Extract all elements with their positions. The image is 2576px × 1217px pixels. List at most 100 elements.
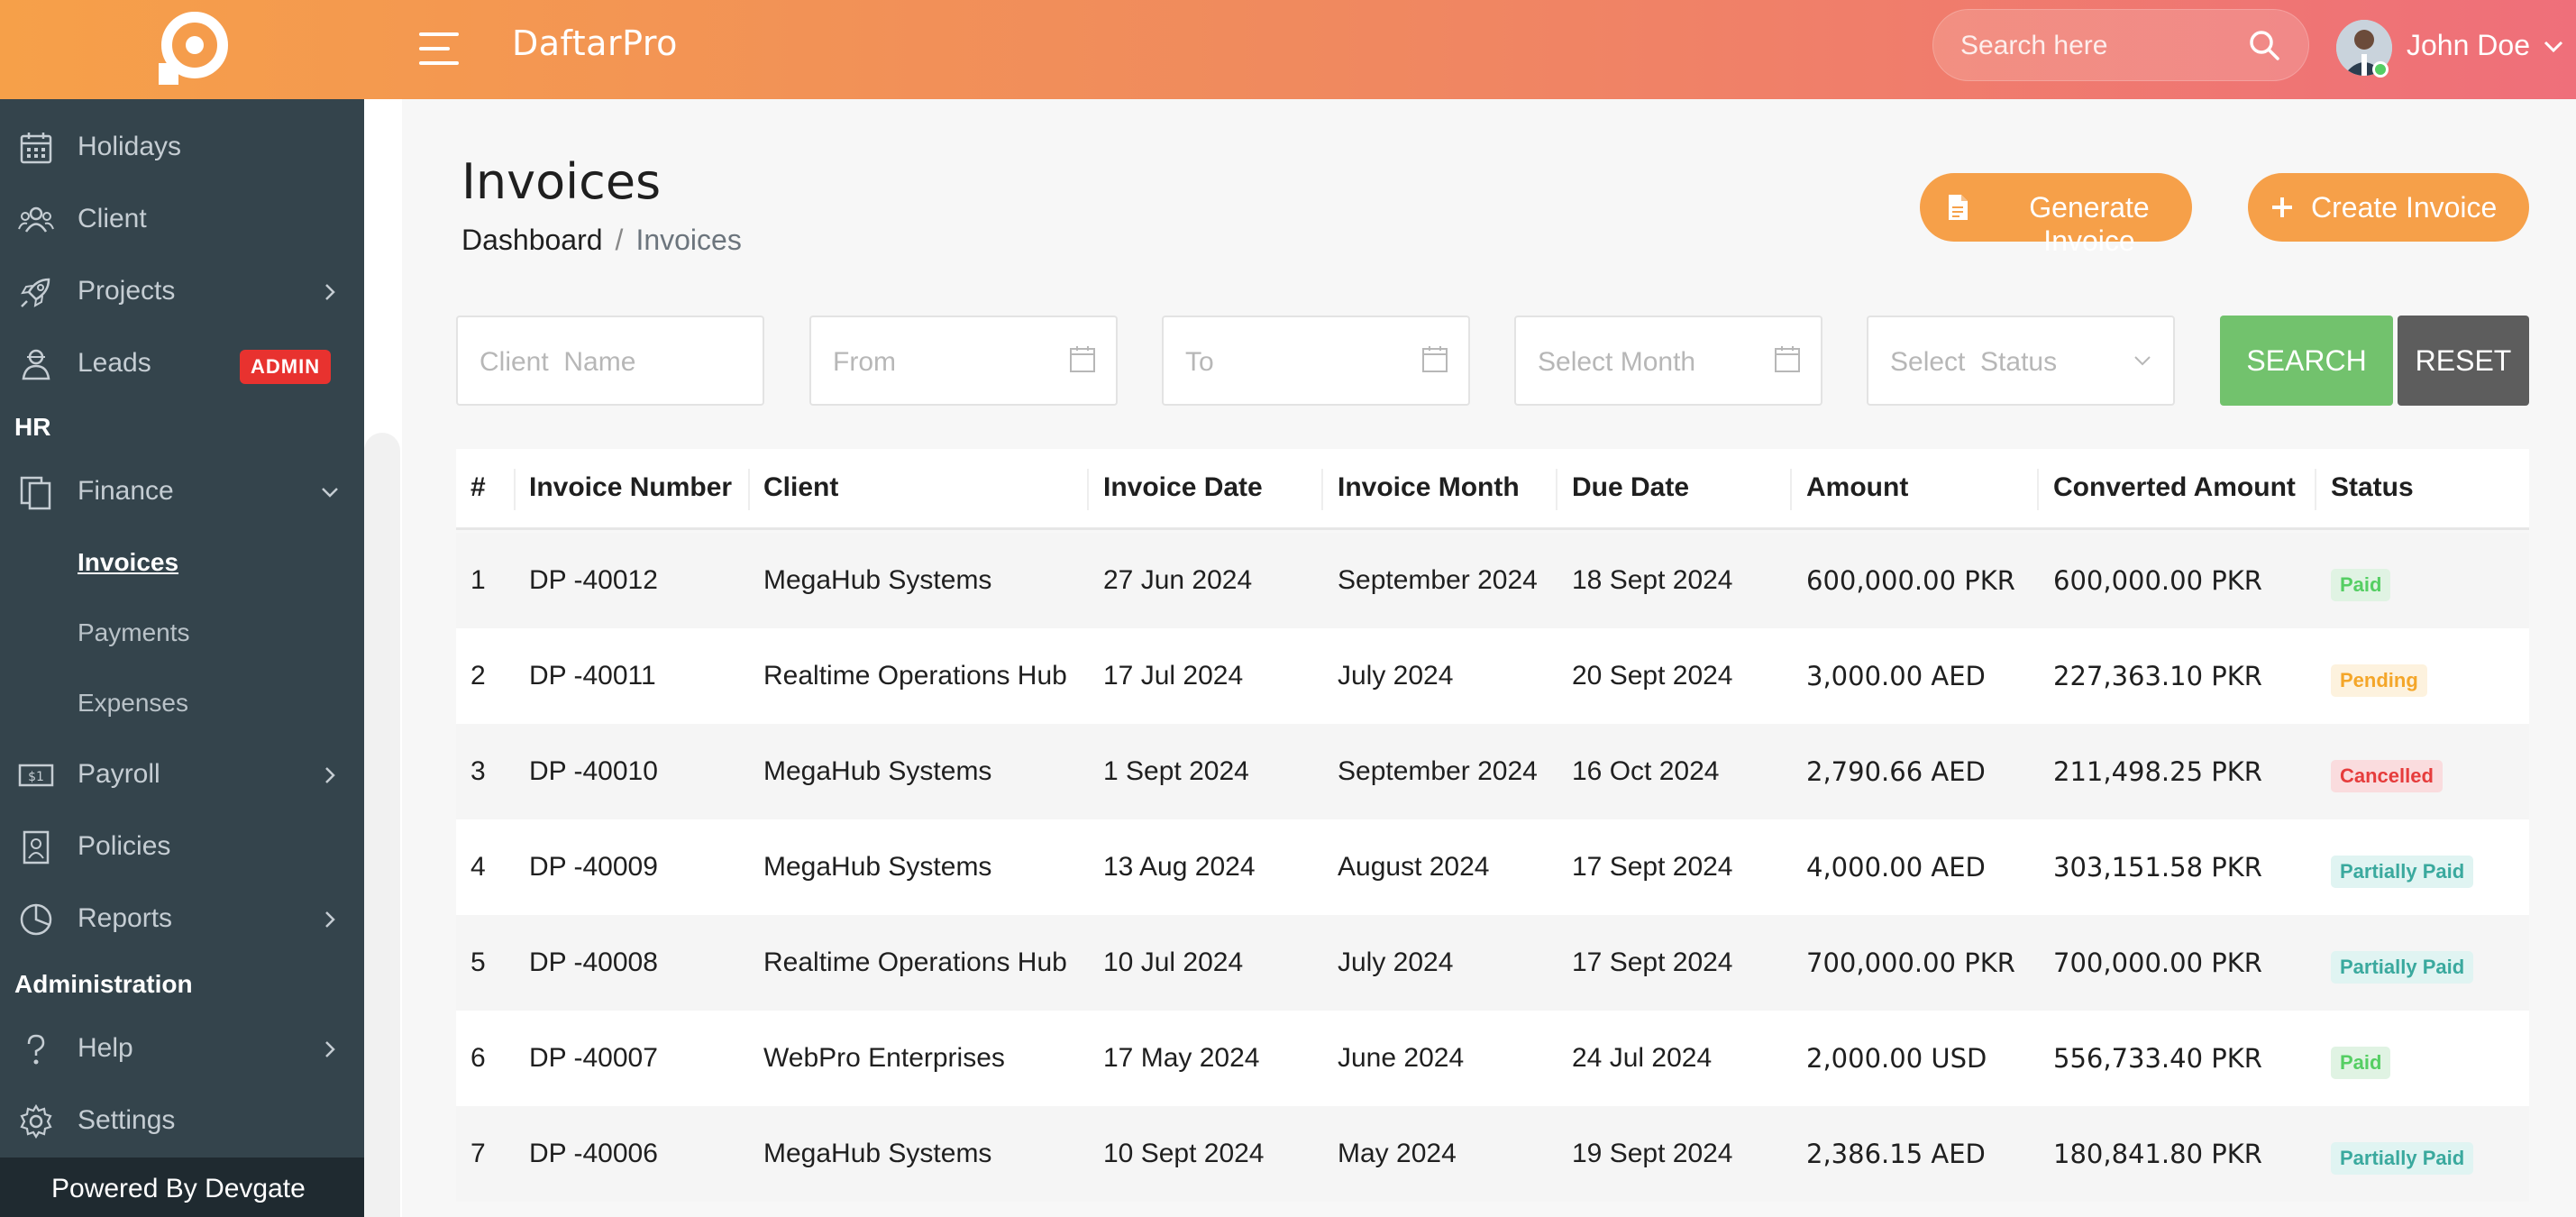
invoice-month: June 2024 bbox=[1338, 1043, 1465, 1073]
table-row[interactable]: 2 DP -40011 Realtime Operations Hub 17 J… bbox=[456, 628, 2529, 724]
chevron-down-icon[interactable] bbox=[2542, 34, 2565, 58]
status-badge[interactable]: Cancelled bbox=[2331, 760, 2443, 792]
calendar-icon[interactable] bbox=[1069, 344, 1096, 373]
invoice-month: September 2024 bbox=[1338, 565, 1538, 595]
sidebar-item-holidays[interactable]: Holidays bbox=[0, 112, 364, 184]
leads-icon bbox=[22, 349, 50, 380]
status-filter[interactable] bbox=[1867, 316, 2175, 406]
due-date: 19 Sept 2024 bbox=[1572, 1139, 1733, 1168]
search-icon[interactable] bbox=[2248, 29, 2280, 61]
column-header[interactable]: Amount bbox=[1806, 472, 1909, 502]
users-icon bbox=[18, 206, 54, 233]
column-header[interactable]: Invoice Month bbox=[1338, 472, 1520, 502]
gear-icon bbox=[20, 1103, 52, 1139]
column-header[interactable]: Client bbox=[763, 472, 839, 502]
table-row[interactable]: 1 DP -40012 MegaHub Systems 27 Jun 2024 … bbox=[456, 533, 2529, 628]
client-name-filter[interactable] bbox=[456, 316, 764, 406]
invoice-month: July 2024 bbox=[1338, 947, 1454, 977]
column-header[interactable]: Invoice Number bbox=[529, 472, 733, 502]
top-header: DaftarPro bbox=[0, 0, 2576, 99]
global-search[interactable] bbox=[1932, 9, 2309, 81]
invoice-date: 17 May 2024 bbox=[1103, 1043, 1260, 1073]
reset-button[interactable]: RESET bbox=[2398, 316, 2529, 406]
sidebar-item-help[interactable]: Help bbox=[0, 1013, 364, 1085]
chevron-down-icon[interactable] bbox=[2132, 350, 2153, 371]
invoice-number-link[interactable]: DP -40008 bbox=[529, 947, 658, 977]
invoice-number-link[interactable]: DP -40010 bbox=[529, 756, 658, 786]
breadcrumb-dashboard-link[interactable]: Dashboard bbox=[461, 224, 603, 256]
menu-toggle-icon[interactable] bbox=[419, 32, 459, 65]
from-date-filter[interactable] bbox=[809, 316, 1118, 406]
column-header[interactable]: Invoice Date bbox=[1103, 472, 1263, 502]
amount: 2,000.00 USD bbox=[1806, 1043, 1987, 1074]
status-badge[interactable]: Partially Paid bbox=[2331, 951, 2474, 984]
client-name: Realtime Operations Hub bbox=[763, 661, 1067, 691]
sidebar-item-settings[interactable]: Settings bbox=[0, 1085, 364, 1158]
admin-badge: ADMIN bbox=[240, 350, 332, 384]
to-date-input[interactable] bbox=[1185, 343, 1411, 382]
rocket-icon bbox=[21, 278, 50, 307]
chevron-right-icon bbox=[325, 284, 335, 300]
column-header[interactable]: Status bbox=[2331, 472, 2414, 502]
table-row[interactable]: 4 DP -40009 MegaHub Systems 13 Aug 2024 … bbox=[456, 819, 2529, 915]
sidebar-subitem-invoices[interactable]: Invoices bbox=[78, 548, 179, 576]
powered-by-footer: Powered By Devgate bbox=[0, 1158, 364, 1217]
sidebar-item-finance[interactable]: Finance bbox=[0, 456, 364, 528]
sidebar-scrollbar-thumb[interactable] bbox=[364, 433, 400, 1217]
converted-amount: 556,733.40 PKR bbox=[2053, 1043, 2262, 1074]
calendar-icon[interactable] bbox=[1774, 344, 1801, 373]
month-filter[interactable] bbox=[1514, 316, 1822, 406]
status-badge[interactable]: Paid bbox=[2331, 1047, 2391, 1079]
create-invoice-button[interactable]: Create Invoice bbox=[2248, 173, 2529, 242]
invoice-month: September 2024 bbox=[1338, 756, 1538, 786]
search-button[interactable]: SEARCH bbox=[2220, 316, 2393, 406]
app-brand[interactable]: DaftarPro bbox=[512, 23, 678, 63]
month-input[interactable] bbox=[1538, 343, 1763, 382]
invoice-number-link[interactable]: DP -40012 bbox=[529, 565, 658, 595]
client-name: MegaHub Systems bbox=[763, 565, 992, 595]
search-input[interactable] bbox=[1960, 26, 2249, 66]
user-name[interactable]: John Doe bbox=[2407, 29, 2530, 61]
logo-icon[interactable] bbox=[153, 9, 234, 90]
client-name-input[interactable] bbox=[480, 343, 705, 382]
status-badge[interactable]: Pending bbox=[2331, 664, 2427, 697]
table-row[interactable]: 6 DP -40007 WebPro Enterprises 17 May 20… bbox=[456, 1011, 2529, 1106]
sidebar-item-leads[interactable]: Leads ADMIN bbox=[0, 328, 364, 400]
invoice-number-link[interactable]: DP -40011 bbox=[529, 661, 656, 691]
invoice-number-link[interactable]: DP -40009 bbox=[529, 852, 658, 882]
from-date-input[interactable] bbox=[833, 343, 1058, 382]
amount: 2,386.15 AED bbox=[1806, 1139, 1986, 1169]
column-header[interactable]: # bbox=[470, 472, 486, 502]
table-row[interactable]: 5 DP -40008 Realtime Operations Hub 10 J… bbox=[456, 915, 2529, 1011]
invoice-month: August 2024 bbox=[1338, 852, 1490, 882]
status-badge[interactable]: Paid bbox=[2331, 569, 2391, 601]
status-select[interactable] bbox=[1890, 343, 2115, 382]
column-header[interactable]: Due Date bbox=[1572, 472, 1690, 502]
table-row[interactable]: 7 DP -40006 MegaHub Systems 10 Sept 2024… bbox=[456, 1106, 2529, 1202]
sidebar-item-policies[interactable]: Policies bbox=[0, 811, 364, 883]
generate-invoice-button[interactable]: Generate Invoice bbox=[1920, 173, 2192, 257]
sidebar-subitem-payments[interactable]: Payments bbox=[78, 618, 190, 646]
breadcrumb-separator: / bbox=[615, 224, 624, 256]
column-header[interactable]: Converted Amount bbox=[2053, 472, 2296, 502]
converted-amount: 180,841.80 PKR bbox=[2053, 1139, 2262, 1169]
sidebar-subitem-expenses[interactable]: Expenses bbox=[78, 689, 188, 717]
calendar-icon[interactable] bbox=[1421, 344, 1448, 373]
table-row[interactable]: 3 DP -40010 MegaHub Systems 1 Sept 2024 … bbox=[456, 724, 2529, 819]
invoice-number-link[interactable]: DP -40006 bbox=[529, 1139, 658, 1168]
invoice-number-link[interactable]: DP -40007 bbox=[529, 1043, 658, 1073]
status-badge[interactable]: Partially Paid bbox=[2331, 856, 2474, 888]
breadcrumb: Dashboard / Invoices bbox=[461, 224, 742, 257]
sidebar-item-projects[interactable]: Projects bbox=[0, 256, 364, 328]
plus-icon bbox=[2272, 197, 2292, 217]
status-badge[interactable]: Partially Paid bbox=[2331, 1142, 2474, 1175]
sidebar-item-payroll[interactable]: $1 Payroll bbox=[0, 739, 364, 811]
sidebar-item-label: Help bbox=[78, 1033, 133, 1063]
chevron-right-icon bbox=[325, 1041, 335, 1057]
row-number: 6 bbox=[470, 1043, 486, 1073]
chevron-down-icon bbox=[322, 488, 338, 498]
sidebar-item-reports[interactable]: Reports bbox=[0, 883, 364, 956]
section-title-hr: HR bbox=[14, 413, 51, 441]
to-date-filter[interactable] bbox=[1162, 316, 1470, 406]
sidebar-item-client[interactable]: Client bbox=[0, 184, 364, 256]
